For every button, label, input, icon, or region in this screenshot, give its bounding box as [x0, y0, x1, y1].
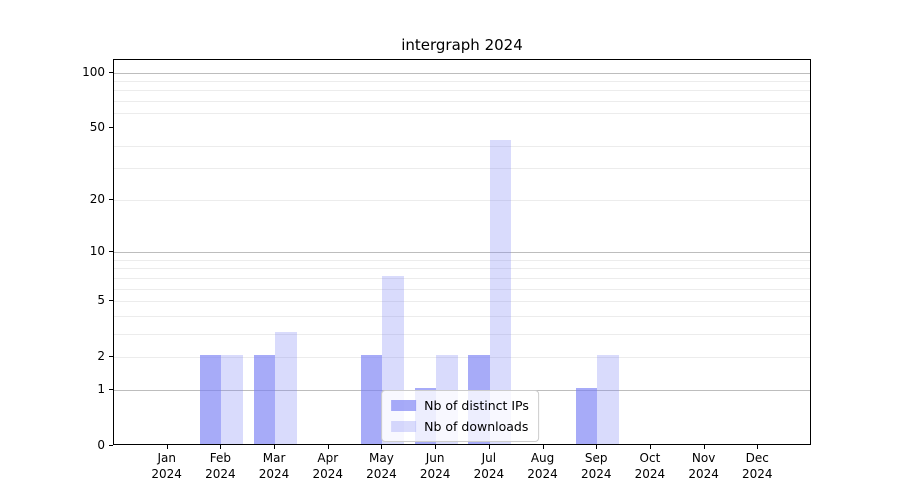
x-tick-mar — [274, 445, 276, 449]
x-tick-label-mar: Mar 2024 — [258, 451, 290, 481]
gridline-minor-8 — [114, 268, 810, 270]
x-tick-label-aug: Aug 2024 — [527, 451, 558, 481]
plot-area — [113, 59, 811, 445]
y-tick-1 — [109, 388, 113, 390]
y-tick-label-10: 10 — [89, 243, 105, 258]
y-tick-20 — [109, 198, 113, 200]
bar-ips-feb — [199, 355, 222, 444]
x-tick-dec — [757, 445, 759, 449]
x-tick-label-nov: Nov 2024 — [688, 451, 719, 481]
bar-ips-mar — [253, 355, 276, 444]
x-tick-feb — [220, 445, 222, 449]
gridline-minor-6 — [114, 288, 810, 290]
y-tick-2 — [109, 356, 113, 358]
bar-ips-sep — [575, 387, 598, 444]
x-tick-label-apr: Apr 2024 — [312, 451, 344, 481]
x-tick-sep — [596, 445, 598, 449]
gridline-major-100 — [114, 72, 810, 74]
x-tick-label-jun: Jun 2024 — [419, 451, 451, 481]
bar-downloads-feb — [221, 355, 243, 444]
x-tick-label-jan: Jan 2024 — [151, 451, 182, 481]
x-tick-aug — [542, 445, 544, 449]
legend: Nb of distinct IPs Nb of downloads — [381, 390, 539, 442]
legend-swatch-distinct-ips — [391, 400, 417, 411]
legend-label-downloads: Nb of downloads — [424, 419, 529, 434]
y-tick-100 — [109, 71, 113, 73]
gridline-minor-7 — [114, 277, 810, 279]
gridline-minor-80 — [114, 90, 810, 92]
x-tick-apr — [327, 445, 329, 449]
x-tick-label-may: May 2024 — [366, 451, 397, 481]
x-tick-jul — [488, 445, 490, 449]
y-tick-label-50: 50 — [89, 119, 105, 134]
chart-title: intergraph 2024 — [401, 36, 523, 54]
legend-item-distinct-ips: Nb of distinct IPs — [391, 398, 529, 413]
x-tick-jun — [435, 445, 437, 449]
x-tick-label-jul: Jul 2024 — [473, 451, 505, 481]
gridline-minor-9 — [114, 259, 810, 261]
legend-item-downloads: Nb of downloads — [391, 419, 529, 434]
x-tick-label-feb: Feb 2024 — [205, 451, 236, 481]
x-tick-label-sep: Sep 2024 — [580, 451, 612, 481]
y-tick-10 — [109, 250, 113, 252]
gridline-minor-40 — [114, 145, 810, 147]
x-tick-label-dec: Dec 2024 — [742, 451, 773, 481]
y-tick-label-0: 0 — [97, 438, 105, 452]
y-tick-label-2: 2 — [97, 349, 105, 364]
x-tick-oct — [649, 445, 651, 449]
bar-ips-may — [360, 355, 383, 444]
legend-swatch-downloads — [391, 421, 417, 432]
bar-downloads-mar — [275, 331, 297, 444]
gridline-minor-90 — [114, 81, 810, 83]
y-tick-50 — [109, 126, 113, 128]
bar-downloads-sep — [597, 355, 619, 444]
gridline-minor-70 — [114, 101, 810, 103]
y-tick-0 — [109, 445, 113, 446]
x-tick-label-oct: Oct 2024 — [634, 451, 666, 481]
bar-downloads-jul — [489, 139, 512, 444]
y-tick-label-20: 20 — [89, 191, 105, 206]
y-tick-label-100: 100 — [82, 64, 105, 79]
y-tick-label-5: 5 — [97, 293, 105, 308]
gridline-minor-60 — [114, 113, 810, 115]
y-tick-5 — [109, 300, 113, 302]
x-tick-may — [381, 445, 383, 449]
gridline-minor-2 — [114, 357, 810, 359]
gridline-minor-20 — [114, 199, 810, 201]
gridline-minor-4 — [114, 315, 810, 317]
y-tick-label-1: 1 — [97, 381, 105, 396]
gridline-minor-3 — [114, 333, 810, 335]
legend-label-distinct-ips: Nb of distinct IPs — [424, 398, 529, 413]
x-tick-jan — [166, 445, 168, 449]
x-tick-nov — [703, 445, 705, 449]
gridline-minor-30 — [114, 168, 810, 170]
gridline-minor-5 — [114, 301, 810, 303]
gridline-major-10 — [114, 251, 810, 253]
